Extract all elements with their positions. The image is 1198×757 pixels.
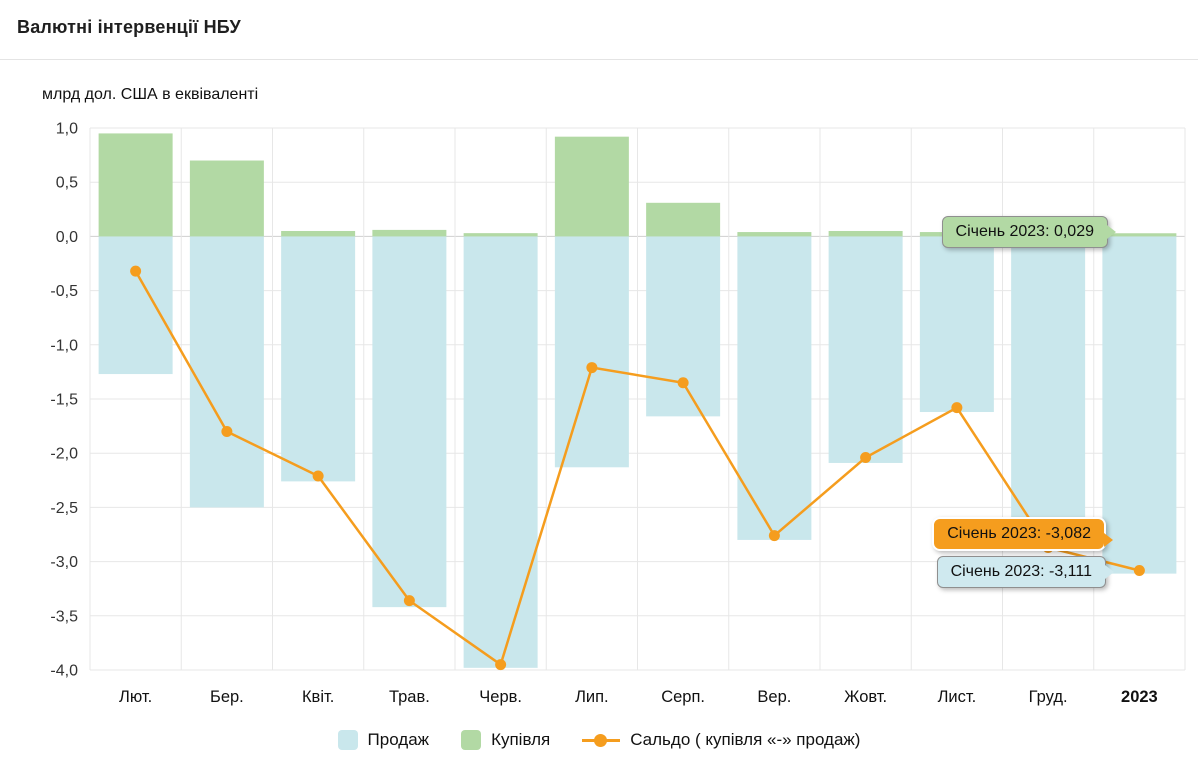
legend-sale-label: Продаж xyxy=(367,730,430,749)
sale-bar[interactable] xyxy=(189,236,264,508)
tooltip-purchase-2023: Січень 2023: 0,029 xyxy=(941,216,1117,248)
x-tick-label: Груд. xyxy=(1029,688,1068,706)
intervention-chart[interactable]: 1,0 0,5 0,0 -0,5 -1,0 -1,5 -2,0 -2,5 -3,0 -3,5 -4,… xyxy=(0,0,1198,720)
saldo-point[interactable] xyxy=(951,402,963,414)
purchase-bar[interactable] xyxy=(281,230,356,237)
purchase-swatch-icon xyxy=(461,730,482,750)
page-title: Валютні інтервенції НБУ xyxy=(17,17,241,37)
x-tick-label: 2023 xyxy=(1121,688,1158,706)
tooltip-saldo-2023: Січень 2023: -3,082 xyxy=(932,517,1113,551)
legend-item-saldo[interactable]: Сальдо ( купівля «-» продаж) xyxy=(582,730,860,750)
legend-purchase-label: Купівля xyxy=(491,730,551,749)
sale-bar[interactable] xyxy=(98,236,173,375)
y-tick-label: -2,5 xyxy=(50,500,78,517)
x-tick-label: Жовт. xyxy=(844,688,887,706)
sale-bar[interactable] xyxy=(646,236,721,417)
tooltip-sale-2023: Січень 2023: -3,111 xyxy=(936,556,1115,588)
saldo-point[interactable] xyxy=(677,377,689,389)
purchase-bar[interactable] xyxy=(828,230,903,237)
saldo-point[interactable] xyxy=(495,659,507,671)
y-tick-label: -4,0 xyxy=(50,663,78,680)
chart-header: Валютні інтервенції НБУ xyxy=(0,0,1198,60)
x-tick-label: Лист. xyxy=(938,688,977,706)
saldo-marker-icon xyxy=(582,733,621,748)
y-tick-label: 0,5 xyxy=(56,175,78,192)
sale-bar[interactable] xyxy=(1011,236,1086,551)
saldo-point[interactable] xyxy=(586,362,598,374)
sale-bar[interactable] xyxy=(463,236,538,668)
purchase-bar[interactable] xyxy=(737,232,812,237)
y-tick-label: -2,0 xyxy=(50,446,78,463)
sale-bar[interactable] xyxy=(281,236,356,482)
y-axis-unit-label: млрд дол. США в еквіваленті xyxy=(42,86,259,103)
saldo-point[interactable] xyxy=(768,530,780,542)
saldo-point[interactable] xyxy=(1133,564,1145,576)
sale-bar[interactable] xyxy=(737,236,812,540)
x-tick-label: Серп. xyxy=(661,688,705,706)
saldo-point[interactable] xyxy=(860,452,872,464)
purchase-bar[interactable] xyxy=(554,136,629,237)
saldo-point[interactable] xyxy=(221,426,233,438)
legend-item-sale[interactable]: Продаж xyxy=(337,730,430,750)
chart-legend: Продаж Купівля Сальдо ( купівля «-» прод… xyxy=(0,730,1198,750)
purchase-bar[interactable] xyxy=(189,160,264,237)
y-tick-label: -1,5 xyxy=(50,392,78,409)
x-tick-label: Лип. xyxy=(575,688,609,706)
saldo-line xyxy=(134,270,1140,667)
sale-bar[interactable] xyxy=(1102,236,1177,574)
x-tick-label: Квіт. xyxy=(302,688,334,706)
saldo-point[interactable] xyxy=(312,470,324,482)
y-tick-label: -3,5 xyxy=(50,608,78,625)
y-tick-label: 0,0 xyxy=(56,229,78,246)
y-tick-label: -1,0 xyxy=(50,337,78,354)
sale-bar[interactable] xyxy=(554,236,629,468)
purchase-bar[interactable] xyxy=(646,202,721,237)
sale-bar[interactable] xyxy=(828,236,903,463)
saldo-point[interactable] xyxy=(130,265,142,277)
purchase-bar[interactable] xyxy=(98,133,173,237)
x-tick-label: Черв. xyxy=(479,688,522,706)
y-tick-label: 1,0 xyxy=(56,121,78,138)
y-tick-label: -3,0 xyxy=(50,554,78,571)
y-tick-label: -0,5 xyxy=(50,283,78,300)
sale-bar[interactable] xyxy=(919,236,994,413)
legend-saldo-label: Сальдо ( купівля «-» продаж) xyxy=(630,730,861,749)
purchase-bar[interactable] xyxy=(463,233,538,237)
legend-item-purchase[interactable]: Купівля xyxy=(461,730,550,750)
purchase-bar[interactable] xyxy=(1102,233,1177,237)
saldo-point[interactable] xyxy=(403,595,415,607)
purchase-bar[interactable] xyxy=(372,229,447,237)
sale-swatch-icon xyxy=(337,730,358,750)
x-tick-label: Лют. xyxy=(119,688,152,706)
sale-bar[interactable] xyxy=(372,236,447,608)
x-tick-label: Трав. xyxy=(389,688,430,706)
x-tick-label: Бер. xyxy=(210,688,244,706)
x-tick-label: Вер. xyxy=(757,688,791,706)
